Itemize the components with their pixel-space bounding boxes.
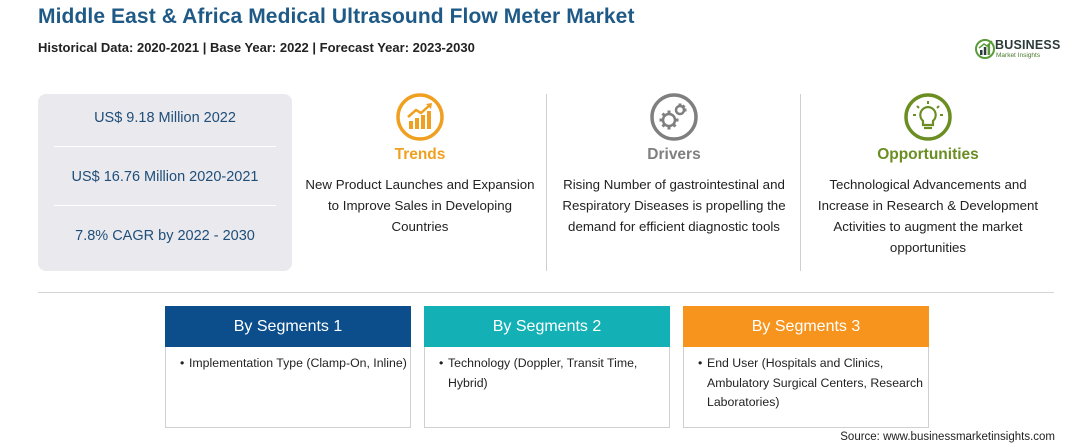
column-divider: [546, 94, 547, 271]
market-size-historical: US$ 16.76 Million 2020-2021: [71, 169, 259, 185]
segment-2-body: • Technology (Doppler, Transit Time, Hyb…: [439, 354, 669, 393]
lightbulb-icon: [903, 92, 953, 142]
segment-card-3: By Segments 3 • End User (Hospitals and …: [683, 306, 929, 428]
segment-2-title: By Segments 2: [424, 306, 670, 347]
drivers-heading: Drivers: [647, 146, 701, 163]
market-stats-panel: US$ 9.18 Million 2022 US$ 16.76 Million …: [38, 94, 292, 271]
source-credit: Source: www.businessmarketinsights.com: [840, 431, 1055, 443]
bullet-icon: •: [439, 356, 444, 370]
segment-card-2: By Segments 2 • Technology (Doppler, Tra…: [424, 306, 670, 428]
stat-divider: [54, 146, 276, 147]
trends-heading: Trends: [394, 146, 446, 163]
cagr-stat: 7.8% CAGR by 2022 - 2030: [75, 228, 255, 244]
bullet-icon: •: [180, 356, 185, 370]
opportunities-heading: Opportunities: [877, 146, 979, 163]
market-size-2022: US$ 9.18 Million 2022: [94, 110, 236, 126]
page-subtitle: Historical Data: 2020-2021 | Base Year: …: [38, 40, 475, 55]
gears-icon: [649, 92, 699, 142]
segment-3-body: • End User (Hospitals and Clinics, Ambul…: [698, 354, 928, 413]
page-title: Middle East & Africa Medical Ultrasound …: [38, 5, 635, 28]
section-divider: [38, 292, 1054, 293]
trends-column: Trends New Product Launches and Expansio…: [300, 92, 540, 237]
drivers-text: Rising Number of gastrointestinal and Re…: [562, 177, 786, 234]
opportunities-column: Opportunities Technological Advancements…: [808, 92, 1048, 258]
logo-wordmark: BUSINESS: [995, 38, 1061, 52]
stat-divider: [54, 205, 276, 206]
trend-chart-icon: [395, 92, 445, 142]
segment-1-body: • Implementation Type (Clamp-On, Inline): [180, 354, 410, 374]
segment-1-text: Implementation Type (Clamp-On, Inline): [189, 356, 407, 370]
business-market-insights-logo: BUSINESS Market Insights: [975, 36, 1065, 62]
segment-3-text: End User (Hospitals and Clinics, Ambulat…: [707, 356, 923, 409]
segment-2-text: Technology (Doppler, Transit Time, Hybri…: [448, 356, 638, 390]
drivers-column: Drivers Rising Number of gastrointestina…: [554, 92, 794, 237]
segment-1-title: By Segments 1: [165, 306, 411, 347]
segment-card-1: By Segments 1 • Implementation Type (Cla…: [165, 306, 411, 428]
logo-mark-icon: [975, 39, 995, 59]
opportunities-text: Technological Advancements and Increase …: [817, 177, 1039, 255]
bullet-icon: •: [698, 356, 703, 370]
logo-tagline: Market Insights: [996, 52, 1041, 59]
trends-text: New Product Launches and Expansion to Im…: [305, 177, 535, 234]
column-divider: [800, 94, 801, 271]
segment-3-title: By Segments 3: [683, 306, 929, 347]
